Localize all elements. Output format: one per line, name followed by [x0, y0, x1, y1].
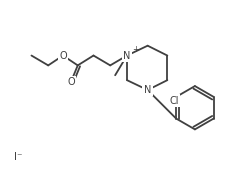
- Text: N: N: [123, 51, 131, 60]
- Text: O: O: [67, 77, 75, 87]
- Text: I⁻: I⁻: [14, 152, 22, 162]
- Text: N: N: [144, 85, 151, 95]
- Text: O: O: [59, 51, 67, 60]
- Text: +: +: [132, 45, 139, 54]
- Text: Cl: Cl: [170, 96, 179, 106]
